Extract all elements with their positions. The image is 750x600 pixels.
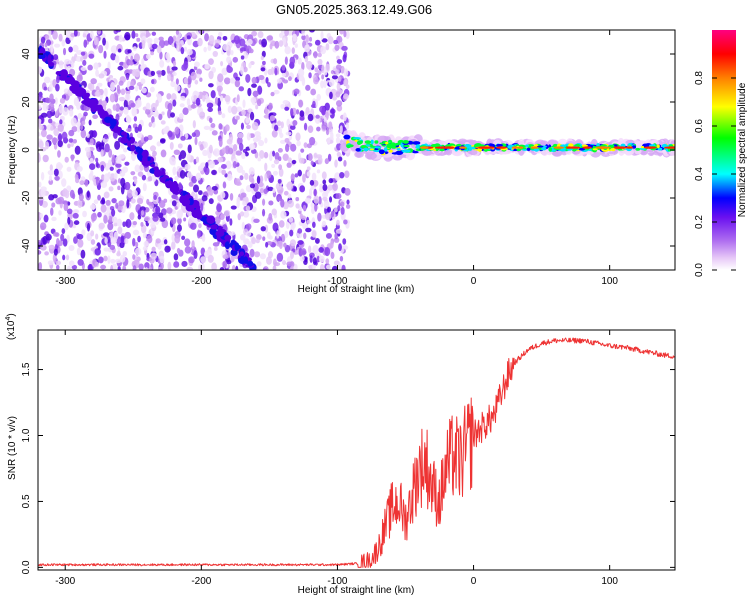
spectrogram-x-tick-label: -200	[191, 276, 211, 287]
snr-x-tick-label: -100	[327, 576, 347, 587]
spectrogram-y-tick-label: -40	[21, 238, 32, 253]
colorbar-label: Normalized spectral amplitude	[737, 82, 748, 217]
colorbar-tick-label: 0.4	[694, 167, 705, 181]
spectrogram-x-tick-label: -100	[327, 276, 347, 287]
snr-scale-exponent: 4	[5, 317, 12, 321]
snr-frame	[37, 329, 676, 571]
snr-y-tick-label: 1.0	[21, 428, 32, 442]
spectrogram-diagonal-track	[38, 45, 257, 270]
spectrogram-y-tick-label: 20	[21, 96, 32, 108]
snr-series-line	[38, 337, 675, 568]
snr-x-tick-label: 0	[471, 576, 477, 587]
spectrogram-y-tick-label: -20	[21, 190, 32, 205]
colorbar-tick-label: 0.0	[694, 263, 705, 277]
spectrogram-y-label: Frequency (Hz)	[7, 116, 18, 185]
spectrogram-x-tick-label: 100	[601, 276, 618, 287]
snr-x-tick-label: 100	[601, 576, 618, 587]
colorbar: 0.0 0.2 0.4 0.6 0.8 Normalized spectral ampl…	[694, 30, 748, 277]
colorbar-gradient	[712, 30, 736, 270]
spectrogram-noise-layer	[38, 30, 351, 270]
snr-y-label: SNR (10 * v/v)	[7, 416, 18, 480]
spectrogram-y-tick-label: 40	[21, 48, 32, 60]
spectrogram-y-tick-label: 0	[21, 147, 32, 153]
snr-x-tick-label: -300	[55, 576, 75, 587]
spectrogram-x-label: Height of straight line (km)	[298, 284, 415, 295]
spectrogram-x-tick-label: -300	[55, 276, 75, 287]
colorbar-tick-label: 0.8	[694, 71, 705, 85]
spectrogram-x-tick-label: 0	[471, 276, 477, 287]
snr-y-tick-label: 1.5	[21, 362, 32, 376]
snr-x-tick-label: -200	[191, 576, 211, 587]
colorbar-tick-label: 0.2	[694, 215, 705, 229]
snr-y-tick-label: 0.0	[21, 560, 32, 574]
spectrogram-signal-track	[339, 129, 675, 162]
snr-y-tick-label: 0.5	[21, 494, 32, 508]
snr-panel: -300 -200 -100 0 100 0.0 0.5 1.0 1.5 Height of …	[5, 313, 676, 596]
snr-x-label: Height of straight line (km)	[298, 585, 415, 596]
chart-title: GN05.2025.363.12.49.G06	[276, 2, 432, 17]
snr-scale-label: (x104)	[5, 313, 17, 340]
colorbar-tick-label: 0.6	[694, 119, 705, 133]
